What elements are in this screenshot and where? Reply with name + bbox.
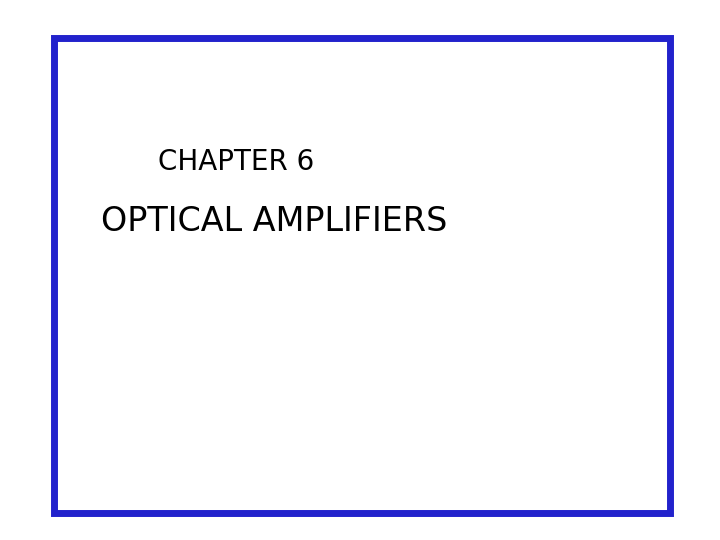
Text: CHAPTER 6: CHAPTER 6 bbox=[158, 148, 315, 176]
Bar bbox=[54, 38, 670, 513]
Text: OPTICAL AMPLIFIERS: OPTICAL AMPLIFIERS bbox=[101, 205, 447, 238]
